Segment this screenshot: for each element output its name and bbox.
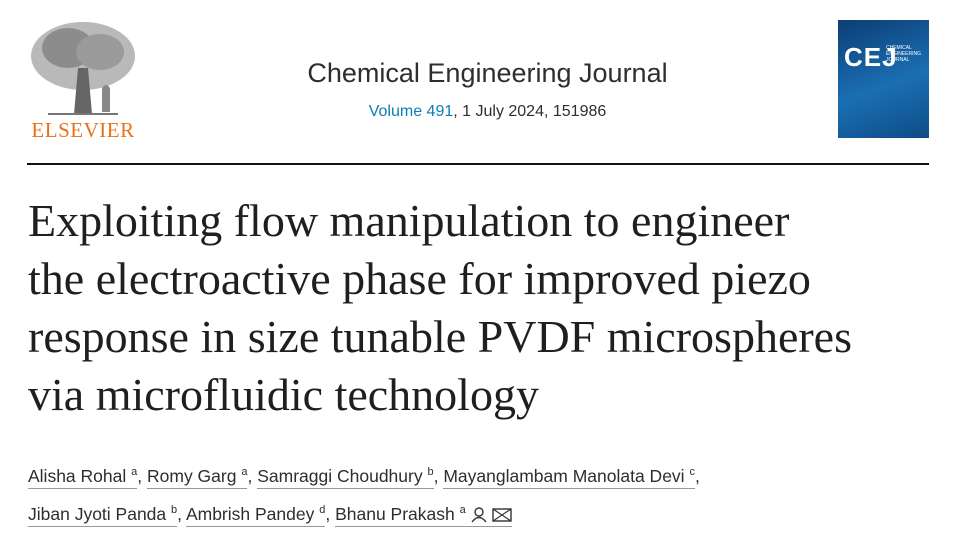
title-line: Exploiting flow manipulation to engineer — [28, 195, 790, 246]
author-icon[interactable] — [470, 506, 488, 523]
affiliation: a — [131, 466, 138, 478]
affiliation: a — [241, 466, 248, 478]
title-line: response in size tunable PVDF microspher… — [28, 311, 853, 362]
separator: , — [694, 465, 700, 486]
article-title: Exploiting flow manipulation to engineer… — [28, 192, 852, 424]
divider — [27, 163, 929, 165]
separator: , — [433, 465, 439, 486]
author[interactable]: Alisha Rohal a — [28, 465, 138, 489]
affiliation: d — [319, 503, 326, 516]
journal-name[interactable]: Chemical Engineering Journal — [307, 58, 668, 88]
affiliation: a — [459, 503, 466, 516]
author[interactable]: Samraggi Choudhury b — [257, 465, 434, 489]
author-name: Ambrish Pandey — [185, 503, 315, 524]
affiliation: b — [171, 503, 178, 516]
author-name: Bhanu Prakash — [335, 503, 455, 524]
author[interactable]: Ambrish Pandey d — [185, 503, 326, 527]
cover-abbr: CEJ — [844, 42, 898, 72]
title-line: the electroactive phase for improved pie… — [28, 253, 811, 304]
author[interactable]: Mayanglambam Manolata Devi c — [443, 465, 695, 489]
journal-cover[interactable]: CEJ CHEMICAL ENGINEERING JOURNAL — [838, 20, 929, 138]
issue-line: Volume 491, 1 July 2024, 151986 — [200, 103, 775, 121]
separator: , — [137, 465, 143, 486]
publisher-logo — [31, 22, 135, 115]
publisher-name: ELSEVIER — [31, 118, 135, 142]
author-list: Alisha Rohal a, Romy Garg a, Samraggi Ch… — [28, 455, 700, 531]
author[interactable]: Jiban Jyoti Panda b — [28, 503, 178, 527]
affiliation: b — [427, 466, 434, 478]
volume-link[interactable]: Volume 491 — [368, 103, 454, 120]
email-icon[interactable] — [492, 507, 512, 523]
title-line: via microfluidic technology — [28, 369, 539, 420]
author-row: Jiban Jyoti Panda b, Ambrish Pandey d, B… — [28, 493, 700, 531]
author-name: Mayanglambam Manolata Devi — [443, 465, 685, 486]
author-name: Romy Garg — [147, 465, 237, 486]
affiliation: c — [689, 466, 695, 478]
author[interactable]: Bhanu Prakash a — [335, 503, 512, 527]
author-row: Alisha Rohal a, Romy Garg a, Samraggi Ch… — [28, 455, 700, 493]
separator: , — [177, 503, 183, 524]
author[interactable]: Romy Garg a — [147, 465, 248, 489]
separator: , — [325, 503, 331, 524]
issue-info: , 1 July 2024, 151986 — [453, 103, 607, 120]
cover-name: CHEMICAL ENGINEERING JOURNAL — [886, 45, 922, 63]
author-name: Jiban Jyoti Panda — [28, 503, 167, 524]
author-name: Samraggi Choudhury — [257, 465, 423, 486]
separator: , — [247, 465, 253, 486]
author-name: Alisha Rohal — [28, 465, 127, 486]
